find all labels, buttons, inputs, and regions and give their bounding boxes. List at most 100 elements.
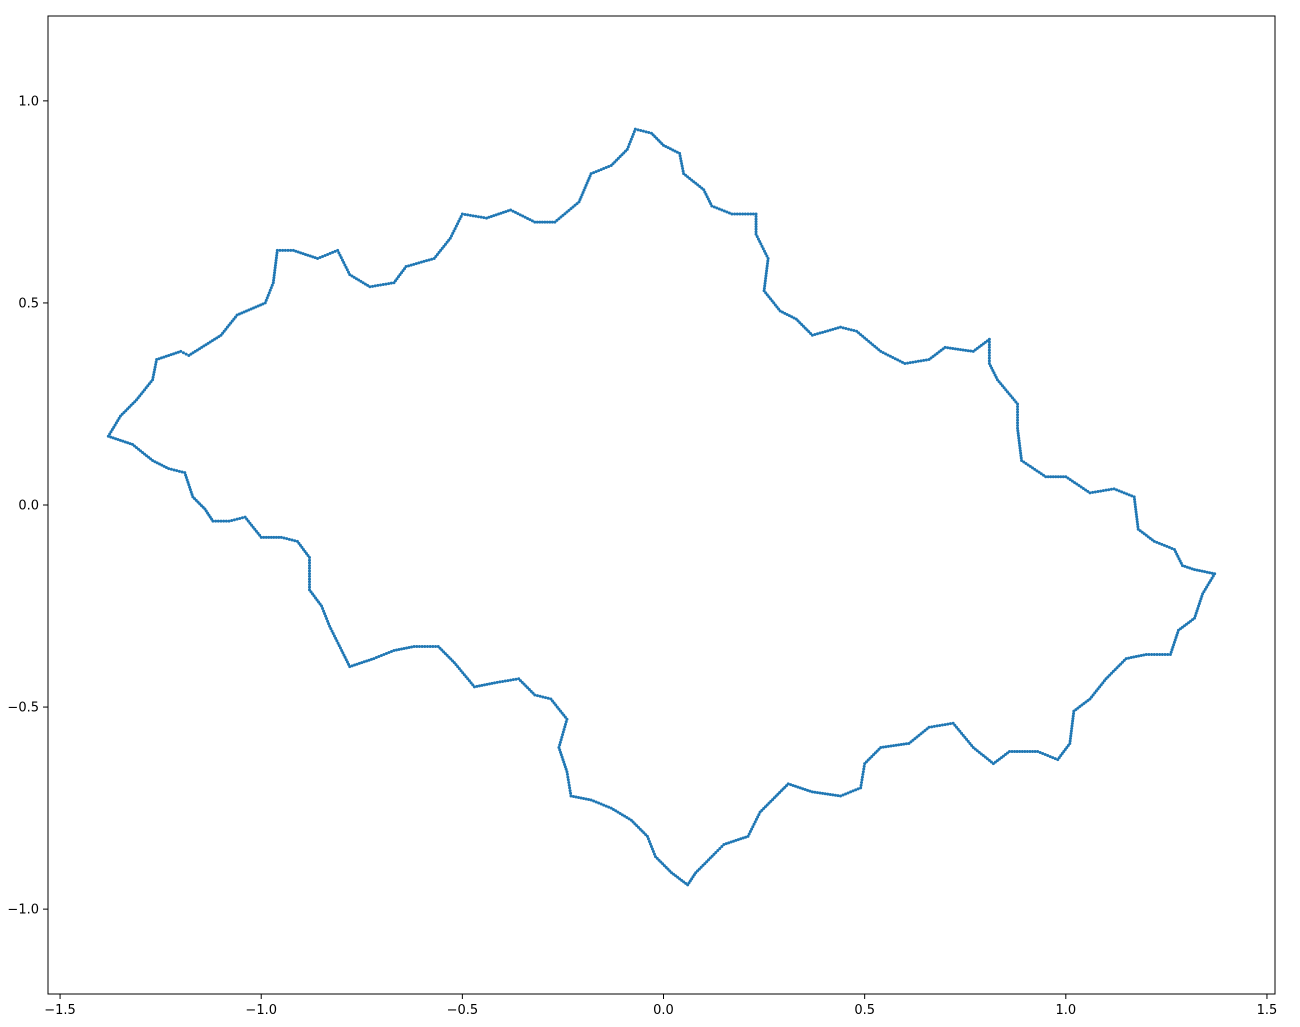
scatter-point-835 [833,793,837,797]
scatter-point-350 [754,222,758,226]
scatter-point-632 [1202,590,1206,594]
scatter-point-581 [1134,510,1138,514]
scatter-point-313 [684,173,688,177]
scatter-point-153 [376,283,380,287]
scatter-point-606 [1175,552,1179,556]
scatter-point-565 [1107,488,1111,492]
scatter-point-182 [439,248,443,252]
scatter-point-878 [748,830,752,834]
scatter-point-203 [474,214,478,218]
scatter-point-244 [571,205,575,209]
scatter-point-890 [722,842,726,846]
scatter-point-79 [247,308,251,312]
scatter-point-798 [902,742,906,746]
scatter-point-56 [202,344,206,348]
y-tick-label-1: −0.5 [7,701,39,716]
scatter-point-1027 [511,678,515,682]
scatter-point-3 [110,428,114,432]
scatter-point-819 [861,770,865,774]
scatter-point-1179 [232,518,236,522]
scatter-point-52 [193,349,197,353]
scatter-point-1170 [251,525,255,529]
scatter-point-742 [1020,750,1024,754]
scatter-point-225 [528,218,532,222]
scatter-point-801 [894,743,898,747]
scatter-point-628 [1207,581,1211,585]
scatter-point-66 [222,329,226,333]
scatter-point-461 [948,346,952,350]
scatter-point-735 [1038,751,1042,755]
scatter-point-1158 [277,535,281,539]
scatter-point-418 [849,328,853,332]
scatter-point-386 [777,307,781,311]
scatter-point-898 [707,858,710,862]
scatter-point-425 [865,338,869,342]
scatter-point-428 [871,343,875,347]
scatter-point-929 [652,852,656,856]
scatter-point-778 [948,722,952,726]
scatter-point-979 [565,770,569,774]
scatter-point-693 [1098,685,1102,689]
scatter-point-1240 [114,437,118,441]
scatter-point-764 [973,747,977,751]
scatter-point-999 [564,720,568,724]
scatter-point-374 [763,281,767,285]
scatter-point-665 [1158,653,1162,657]
scatter-point-25 [146,384,150,388]
scatter-point-154 [379,283,383,287]
scatter-point-717 [1069,734,1073,738]
scatter-point-823 [860,781,864,784]
scatter-point-209 [489,214,493,218]
scatter-point-284 [633,127,637,131]
scatter-point-546 [1061,475,1065,479]
scatter-point-312 [682,172,686,176]
scatter-point-621 [1205,570,1209,574]
scatter-point-1108 [336,641,340,645]
scatter-point-0 [106,434,110,438]
scatter-point-1230 [137,447,141,451]
scatter-point-1049 [461,671,465,675]
scatter-point-557 [1086,489,1090,493]
scatter-point-577 [1133,500,1137,504]
scatter-point-1226 [145,454,149,458]
scatter-point-1001 [563,715,567,719]
scatter-point-549 [1068,478,1072,482]
scatter-point-998 [564,722,567,726]
scatter-point-1050 [459,669,463,673]
scatter-point-1141 [307,561,311,565]
scatter-point-571 [1122,491,1126,495]
scatter-point-853 [789,783,793,787]
scatter-point-105 [275,253,279,257]
scatter-point-478 [987,337,991,341]
scatter-point-1166 [258,533,262,537]
scatter-point-901 [701,863,705,867]
scatter-point-957 [602,803,606,807]
scatter-point-1203 [188,488,192,492]
scatter-point-117 [301,252,305,256]
scatter-point-186 [445,240,449,244]
scatter-point-442 [903,362,907,366]
scatter-point-388 [780,310,784,314]
scatter-point-947 [625,816,629,820]
scatter-point-1234 [128,442,132,446]
scatter-point-210 [492,214,496,218]
scatter-point-1119 [324,614,328,618]
scatter-point-341 [741,212,745,216]
scatter-point-147 [361,281,365,285]
scatter-point-844 [810,790,814,794]
scatter-point-1046 [466,677,470,681]
scatter-point-870 [758,810,762,814]
scatter-point-597 [1155,540,1159,544]
scatter-point-381 [769,297,773,301]
scatter-point-1138 [307,569,311,573]
scatter-point-616 [1193,568,1197,572]
scatter-point-789 [921,730,925,734]
scatter-point-991 [558,740,562,744]
scatter-point-994 [561,733,565,737]
scatter-point-785 [930,725,934,729]
scatter-point-1139 [307,566,311,570]
scatter-point-392 [790,315,794,319]
scatter-point-43 [172,352,176,356]
scatter-point-1225 [147,455,151,459]
scatter-point-638 [1197,604,1201,608]
